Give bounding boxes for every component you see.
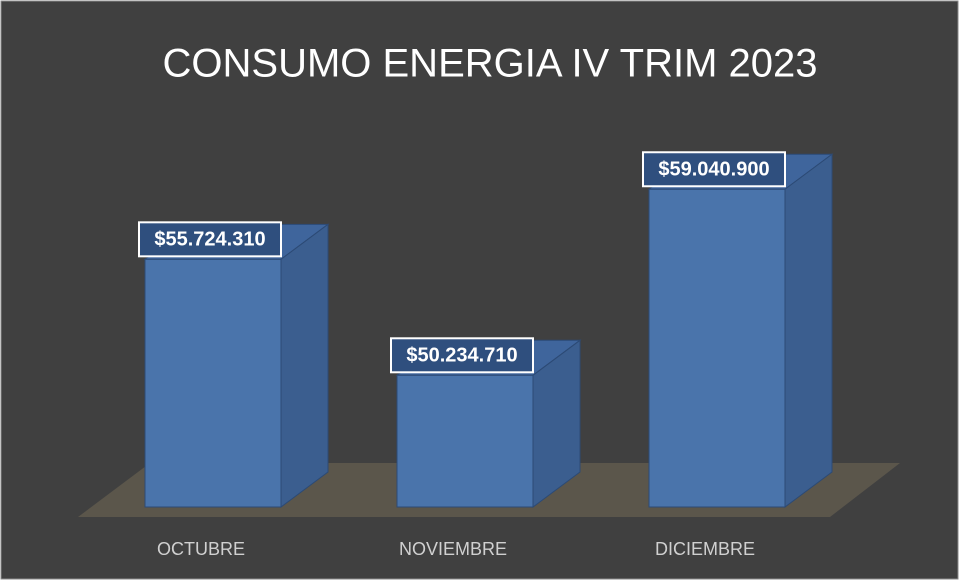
x-tick-label: DICIEMBRE xyxy=(655,539,755,559)
x-tick-label: NOVIEMBRE xyxy=(399,539,507,559)
value-label-box xyxy=(138,221,282,258)
chart-title: CONSUMO ENERGIA IV TRIM 2023 xyxy=(163,42,818,86)
bar xyxy=(144,258,282,508)
bar xyxy=(648,188,786,508)
x-tick-label: OCTUBRE xyxy=(157,539,245,559)
value-label: $50.234.710 xyxy=(406,345,517,367)
value-label-box xyxy=(642,151,786,188)
value-label-box xyxy=(390,337,534,374)
bar-side xyxy=(280,223,329,508)
bar xyxy=(396,374,534,508)
bar-side xyxy=(784,153,833,508)
value-label: $55.724.310 xyxy=(154,229,265,251)
value-label: $59.040.900 xyxy=(658,159,769,181)
